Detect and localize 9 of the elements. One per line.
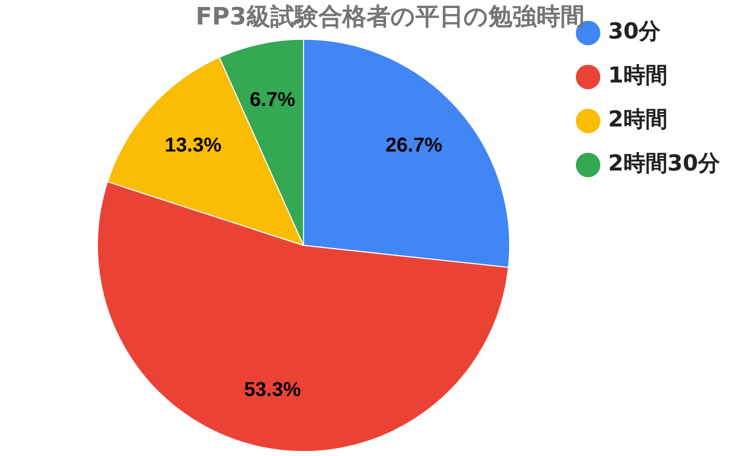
legend-label: 2時間30分	[608, 152, 721, 177]
data-label: 6.7%	[250, 88, 296, 111]
legend-label: 1時間	[608, 64, 668, 89]
data-label: 26.7%	[386, 134, 442, 157]
legend-label: 2時間	[608, 108, 668, 133]
legend-label: 30分	[608, 20, 662, 45]
data-label: 13.3%	[164, 134, 222, 157]
data-label: 53.3%	[244, 379, 302, 402]
chart-title: FP3級試験合格者の平日の勉強時間	[196, 2, 584, 31]
